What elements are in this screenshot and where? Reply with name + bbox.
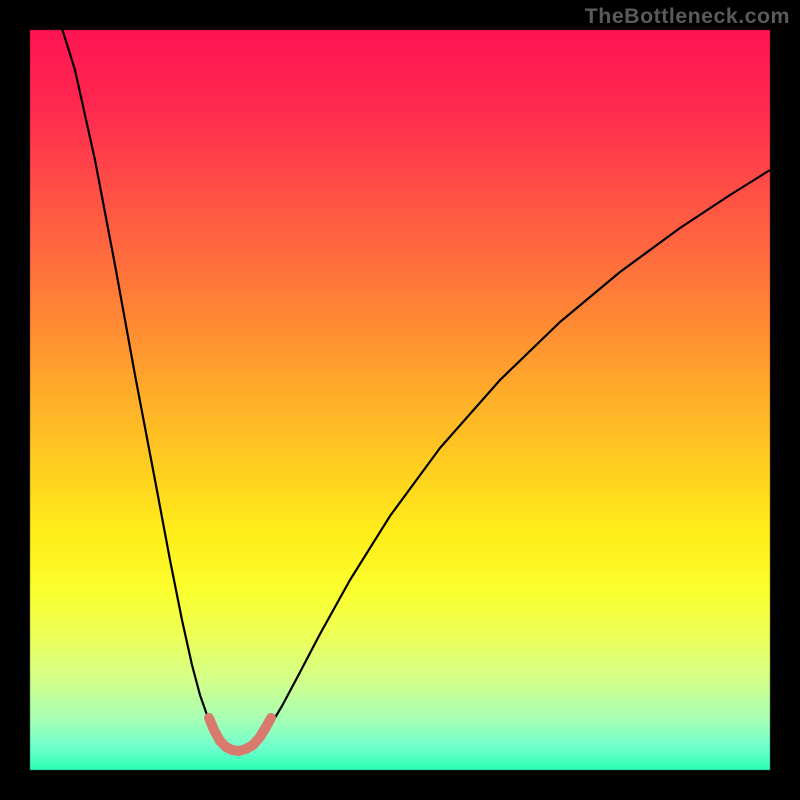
gradient-background <box>0 0 800 800</box>
chart-container: TheBottleneck.com <box>0 0 800 800</box>
watermark-text: TheBottleneck.com <box>585 4 790 29</box>
